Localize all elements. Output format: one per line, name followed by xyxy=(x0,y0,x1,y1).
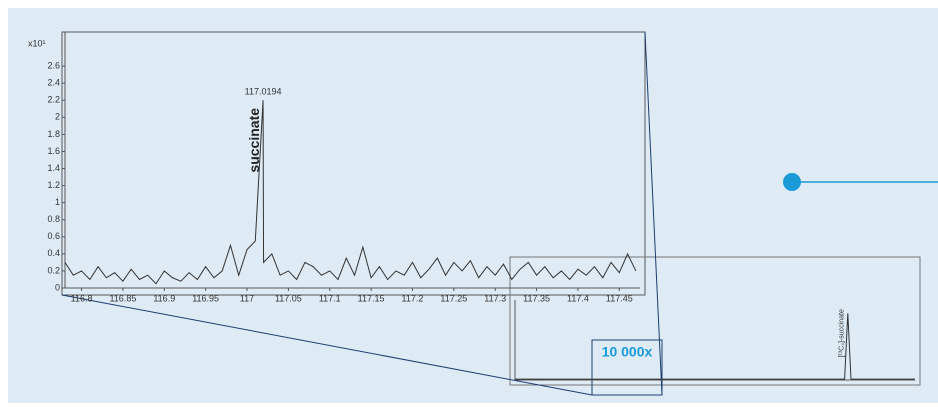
y-tick-label: 1.2 xyxy=(47,180,60,190)
x-tick-label: 117.05 xyxy=(275,293,302,303)
y-tick-label: 1.4 xyxy=(47,163,60,173)
x-tick-label: 117.15 xyxy=(358,293,385,303)
y-tick-label: 0.8 xyxy=(47,214,60,224)
spectrum-line xyxy=(515,313,915,380)
zoom-line xyxy=(61,294,593,396)
zoom-line xyxy=(644,31,663,396)
inset-frame xyxy=(509,256,921,386)
y-tick-label: 2 xyxy=(55,112,60,122)
peak-label: 117.0194 xyxy=(245,87,282,97)
x-tick-label: 117.4 xyxy=(567,293,589,303)
y-tick-label: 0.4 xyxy=(47,248,60,258)
x-tick-label: 117.35 xyxy=(523,293,550,303)
zoom-frame xyxy=(61,31,646,296)
x-tick-label: 117.3 xyxy=(484,293,506,303)
y-tick-label: 2.6 xyxy=(47,61,60,71)
zoom-label: 10 000x xyxy=(602,344,653,360)
y-tick-label: 1 xyxy=(55,197,60,207)
y-tick-label: 1.8 xyxy=(47,129,60,139)
x-tick-label: 116.9 xyxy=(153,293,175,303)
y-tick-label: 0.6 xyxy=(47,231,60,241)
x-tick-label: 117 xyxy=(240,293,254,303)
x-tick-label: 116.8 xyxy=(71,293,93,303)
y-tick-label: 2.2 xyxy=(47,95,60,105)
spectrum-line xyxy=(64,100,637,285)
peak-annotation: [¹³C₄]-succinate xyxy=(839,309,846,357)
x-tick-label: 117.25 xyxy=(440,293,467,303)
x-tick-label: 117.1 xyxy=(319,293,341,303)
x-tick-label: 116.95 xyxy=(192,293,219,303)
x-tick-label: 117.45 xyxy=(606,293,633,303)
y-tick-label: 0.2 xyxy=(47,265,60,275)
background xyxy=(8,8,938,403)
zoom-box xyxy=(591,339,663,396)
peak-annotation: succinate xyxy=(246,108,262,173)
y-tick-label: 1.6 xyxy=(47,146,60,156)
y-axis-label: x10¹ xyxy=(28,38,46,48)
y-tick-label: 0 xyxy=(55,282,60,292)
y-tick-label: 2.4 xyxy=(47,78,60,88)
x-tick-label: 117.2 xyxy=(402,293,424,303)
x-tick-label: 116.85 xyxy=(109,293,136,303)
